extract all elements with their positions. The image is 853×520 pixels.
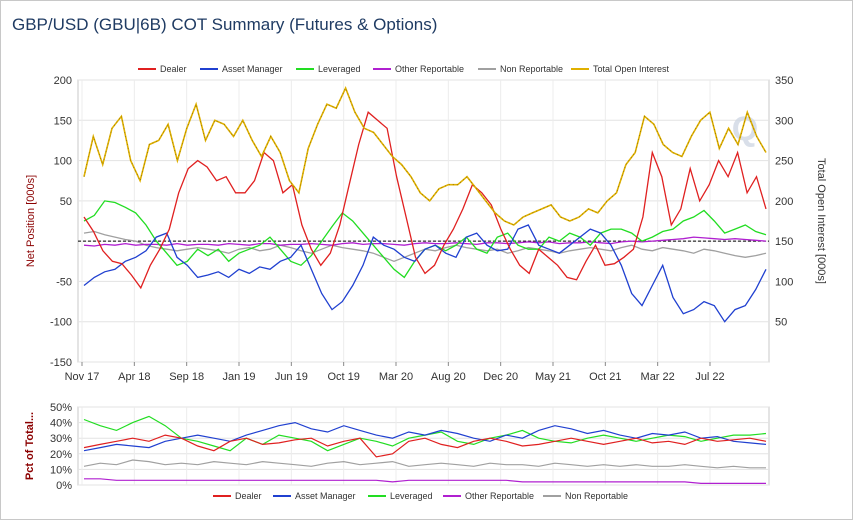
x-tick-label: Nov 17 xyxy=(65,371,100,383)
pct-series-line-non-reportable xyxy=(83,459,766,469)
y-tick-label: 200 xyxy=(54,75,72,87)
y-right-tick-label: 350 xyxy=(775,75,793,87)
y-right-tick-label: 100 xyxy=(775,276,793,288)
y-right-tick-label: 50 xyxy=(775,317,787,329)
x-tick-label: Aug 20 xyxy=(431,371,466,383)
legend-label-dealer: Dealer xyxy=(160,64,187,74)
x-tick-label: Jan 19 xyxy=(222,371,255,383)
pct-legend-label-leveraged: Leveraged xyxy=(390,491,433,501)
x-tick-label: Mar 22 xyxy=(641,371,675,383)
pct-legend-label-asset-manager: Asset Manager xyxy=(295,491,356,501)
y-right-tick-label: 300 xyxy=(775,115,793,127)
pct-series-line-asset-manager xyxy=(83,421,767,452)
y-tick-label: 50 xyxy=(60,196,72,208)
x-tick-label: Jun 19 xyxy=(275,371,308,383)
legend-label-other-reportable: Other Reportable xyxy=(395,64,464,74)
y-tick-label: -150 xyxy=(50,357,72,369)
main-plot-area xyxy=(77,79,770,363)
pct-legend-label-non-reportable: Non Reportable xyxy=(565,491,628,501)
pct-series-line-other-reportable xyxy=(84,478,766,484)
legend-label-total-open-interest: Total Open Interest xyxy=(593,64,670,74)
y-tick-label: 100 xyxy=(54,156,72,168)
x-tick-label: Mar 20 xyxy=(379,371,413,383)
x-tick-label: Oct 19 xyxy=(327,371,359,383)
pct-y-axis-label: Pct of Total... xyxy=(24,412,36,480)
legend-label-non-reportable: Non Reportable xyxy=(500,64,563,74)
series-line-dealer xyxy=(83,111,767,290)
y-right-tick-label: 250 xyxy=(775,156,793,168)
chart-title: GBP/USD (GBU|6B) COT Summary (Futures & … xyxy=(12,15,438,34)
pct-y-tick-label: 50% xyxy=(50,402,72,414)
pct-legend-label-other-reportable: Other Reportable xyxy=(465,491,534,501)
y-tick-label: 150 xyxy=(54,115,72,127)
pct-legend-label-dealer: Dealer xyxy=(235,491,262,501)
x-tick-label: May 21 xyxy=(535,371,571,383)
y-right-tick-label: 150 xyxy=(775,236,793,248)
legend-label-leveraged: Leveraged xyxy=(318,64,361,74)
x-tick-label: Jul 22 xyxy=(695,371,724,383)
pct-y-tick-label: 30% xyxy=(50,433,72,445)
series-line-other-reportable xyxy=(83,236,767,247)
pct-y-tick-label: 10% xyxy=(50,464,72,476)
y-right-tick-label: 200 xyxy=(775,196,793,208)
y-tick-label: -50 xyxy=(56,276,72,288)
x-tick-label: Sep 18 xyxy=(169,371,204,383)
legend-label-asset-manager: Asset Manager xyxy=(222,64,283,74)
pct-series-line-dealer xyxy=(83,434,767,458)
pct-y-tick-label: 0% xyxy=(56,480,72,492)
pct-y-tick-label: 20% xyxy=(50,449,72,461)
x-tick-label: Apr 18 xyxy=(118,371,150,383)
y-right-axis-label: Total Open Interest [000s] xyxy=(815,158,827,284)
pct-plot-area xyxy=(77,406,770,486)
y-tick-label: -100 xyxy=(50,317,72,329)
x-tick-label: Dec 20 xyxy=(483,371,518,383)
series-markers-total-open-interest xyxy=(83,87,767,226)
pct-y-tick-label: 40% xyxy=(50,418,72,430)
series-line-asset-manager xyxy=(83,224,767,323)
y-axis-label: Net Position [000s] xyxy=(25,175,37,267)
x-tick-label: Oct 21 xyxy=(589,371,621,383)
